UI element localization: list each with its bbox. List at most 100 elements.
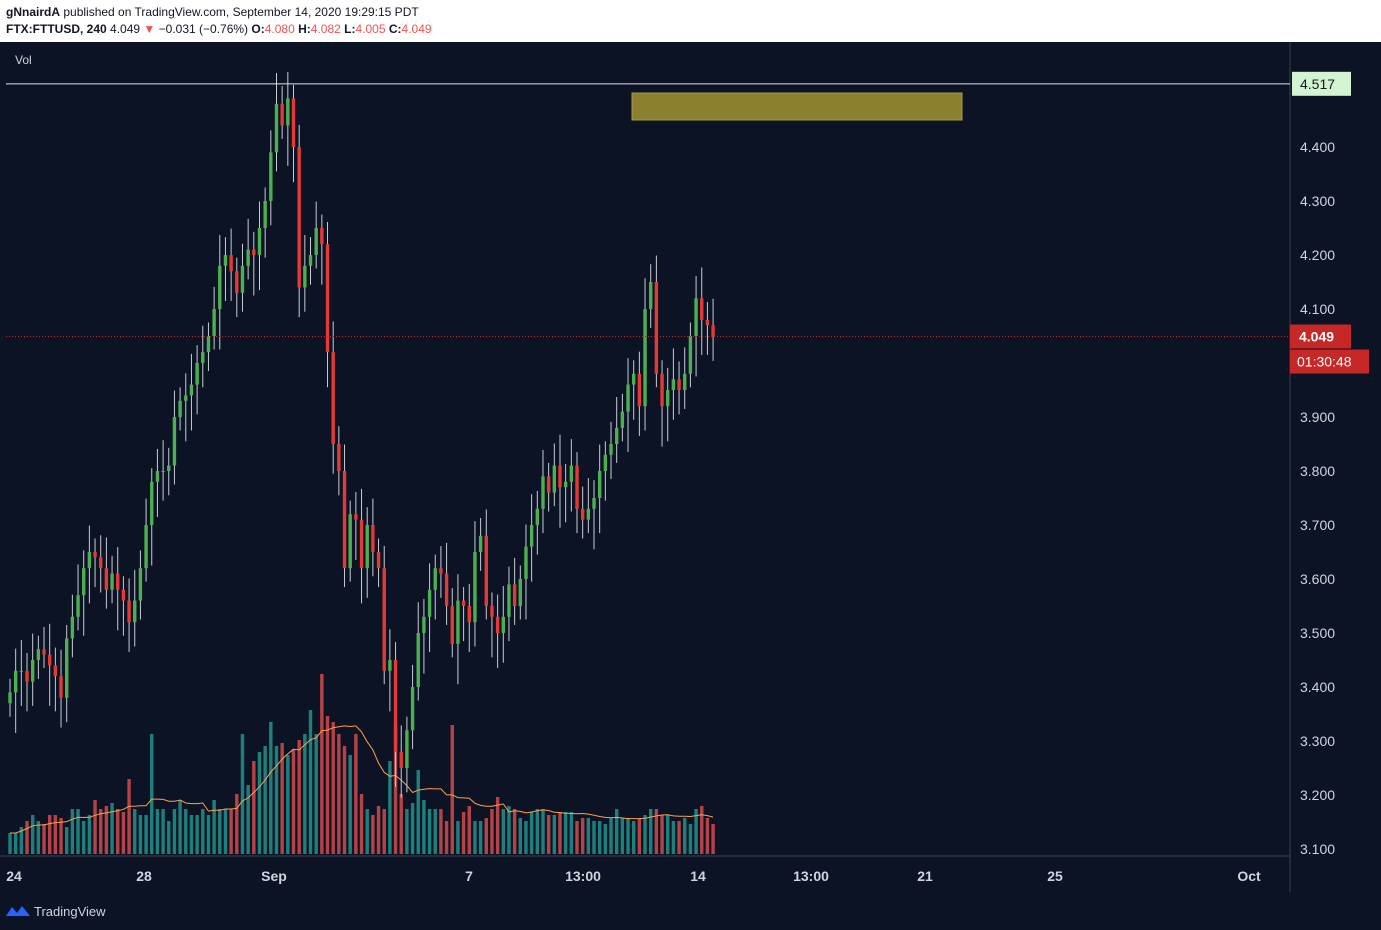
candle-body[interactable] (388, 660, 392, 671)
candle-body[interactable] (320, 228, 324, 245)
volume-bar[interactable] (127, 779, 131, 854)
candle-body[interactable] (450, 606, 454, 644)
candle-body[interactable] (110, 573, 114, 590)
volume-bar[interactable] (365, 809, 369, 854)
candle-body[interactable] (212, 309, 216, 336)
candle-body[interactable] (308, 255, 313, 266)
candle-body[interactable] (546, 476, 551, 493)
candle-body[interactable] (569, 465, 574, 482)
candle-body[interactable] (201, 352, 205, 363)
volume-bar[interactable] (603, 824, 608, 854)
candle-body[interactable] (144, 525, 148, 569)
candle-body[interactable] (19, 670, 24, 672)
candle-body[interactable] (76, 595, 80, 617)
volume-bar[interactable] (223, 809, 228, 854)
candle-body[interactable] (529, 525, 534, 547)
candle-body[interactable] (195, 363, 199, 385)
candle-body[interactable] (235, 271, 239, 293)
candle-body[interactable] (70, 616, 75, 639)
volume-bar[interactable] (246, 785, 250, 854)
candle-body[interactable] (501, 616, 505, 633)
volume-bar[interactable] (495, 797, 500, 854)
volume-bar[interactable] (541, 809, 545, 854)
volume-bar[interactable] (104, 806, 109, 854)
volume-bar[interactable] (82, 821, 86, 854)
volume-bar[interactable] (280, 743, 284, 854)
volume-bar[interactable] (586, 818, 591, 854)
candle-body[interactable] (632, 373, 636, 385)
volume-bar[interactable] (666, 815, 670, 854)
volume-bar[interactable] (178, 800, 182, 854)
volume-bar[interactable] (473, 821, 477, 854)
candle-body[interactable] (223, 255, 228, 266)
volume-bar[interactable] (677, 821, 681, 854)
candle-body[interactable] (444, 573, 449, 606)
candle-body[interactable] (694, 298, 698, 336)
candle-body[interactable] (410, 687, 415, 731)
candle-body[interactable] (116, 573, 120, 590)
candle-body[interactable] (422, 616, 426, 633)
candle-body[interactable] (484, 535, 488, 606)
candle-body[interactable] (297, 147, 301, 288)
candle-body[interactable] (155, 471, 160, 482)
volume-bar[interactable] (405, 809, 409, 854)
candle-body[interactable] (229, 255, 233, 272)
volume-bar[interactable] (195, 815, 199, 854)
candle-body[interactable] (677, 379, 681, 390)
candle-body[interactable] (47, 654, 52, 666)
volume-bar[interactable] (110, 803, 114, 854)
volume-bar[interactable] (218, 809, 222, 854)
volume-bar[interactable] (70, 809, 75, 854)
volume-bar[interactable] (382, 809, 386, 854)
volume-bar[interactable] (25, 821, 29, 854)
candle-body[interactable] (416, 633, 420, 687)
candle-body[interactable] (286, 98, 290, 126)
candle-body[interactable] (614, 427, 619, 444)
volume-bar[interactable] (535, 809, 540, 854)
candle-body[interactable] (586, 508, 591, 520)
volume-bar[interactable] (354, 734, 358, 854)
candle-body[interactable] (609, 444, 613, 455)
candle-body[interactable] (93, 552, 97, 558)
candle-body[interactable] (705, 319, 710, 326)
volume-bar[interactable] (671, 821, 676, 854)
volume-bar[interactable] (649, 809, 653, 854)
volume-bar[interactable] (359, 794, 364, 854)
candle-body[interactable] (643, 309, 647, 407)
candle-body[interactable] (507, 584, 511, 617)
candle-body[interactable] (138, 568, 143, 601)
candle-body[interactable] (172, 417, 177, 466)
candle-body[interactable] (42, 649, 46, 655)
volume-indicator-label[interactable]: Vol (15, 53, 32, 67)
volume-bar[interactable] (274, 746, 279, 854)
volume-bar[interactable] (512, 809, 517, 854)
volume-bar[interactable] (121, 812, 126, 854)
volume-bar[interactable] (206, 815, 211, 854)
candle-body[interactable] (274, 103, 279, 153)
candle-body[interactable] (280, 103, 284, 126)
volume-bar[interactable] (637, 818, 642, 854)
volume-bar[interactable] (626, 818, 630, 854)
volume-bar[interactable] (632, 821, 636, 854)
volume-bar[interactable] (30, 815, 35, 854)
volume-bar[interactable] (161, 809, 165, 854)
candle-body[interactable] (269, 152, 273, 201)
candle-body[interactable] (121, 589, 126, 601)
candle-body[interactable] (473, 552, 477, 623)
volume-bar[interactable] (620, 818, 625, 854)
candle-body[interactable] (467, 606, 471, 623)
candle-body[interactable] (331, 352, 335, 444)
candle-body[interactable] (495, 616, 500, 633)
volume-bar[interactable] (150, 734, 154, 854)
candle-body[interactable] (189, 384, 194, 396)
candle-body[interactable] (603, 454, 608, 471)
candle-body[interactable] (82, 568, 86, 596)
volume-bar[interactable] (422, 800, 426, 854)
volume-bar[interactable] (416, 770, 420, 854)
candle-body[interactable] (376, 552, 381, 569)
candle-body[interactable] (161, 471, 165, 472)
candle-body[interactable] (178, 400, 182, 417)
volume-bar[interactable] (399, 794, 403, 854)
candle-body[interactable] (592, 498, 596, 509)
volume-bar[interactable] (8, 833, 12, 854)
